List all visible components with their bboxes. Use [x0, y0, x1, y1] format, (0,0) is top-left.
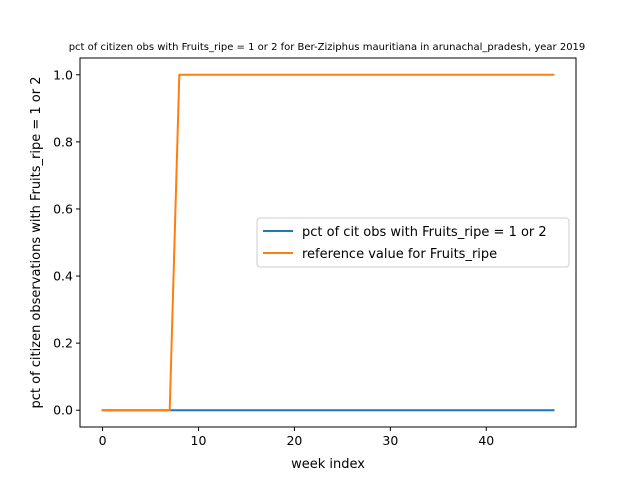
legend: pct of cit obs with Fruits_ripe = 1 or 2…: [256, 217, 570, 268]
x-axis-label: week index: [291, 457, 365, 472]
x-tick-label: 30: [382, 433, 398, 448]
y-tick-label: 0.2: [53, 336, 73, 351]
x-tick-label: 20: [286, 433, 302, 448]
x-tick-label: 10: [191, 433, 207, 448]
series-layer: [101, 73, 555, 412]
legend-box: [256, 217, 570, 268]
chart-title: pct of citizen obs with Fruits_ripe = 1 …: [69, 42, 586, 53]
ticks-layer: 0 10 20 30 40 0.0 0.2 0.4 0.6 0.8 1.0: [53, 67, 494, 448]
y-tick-label: 0.8: [53, 134, 73, 149]
legend-label-series-2: reference value for Fruits_ripe: [302, 247, 497, 262]
y-tick-label: 0.0: [53, 403, 73, 418]
y-tick-label: 0.4: [53, 269, 73, 284]
y-tick-label: 1.0: [53, 67, 73, 82]
series-line-2: [101, 73, 555, 412]
x-tick-label: 40: [478, 433, 494, 448]
plot-frame: [79, 57, 577, 428]
legend-label-series-1: pct of cit obs with Fruits_ripe = 1 or 2: [302, 225, 547, 240]
y-tick-label: 0.6: [53, 201, 73, 216]
x-tick-label: 0: [99, 433, 107, 448]
y-axis-label: pct of citizen observations with Fruits_…: [29, 76, 44, 408]
